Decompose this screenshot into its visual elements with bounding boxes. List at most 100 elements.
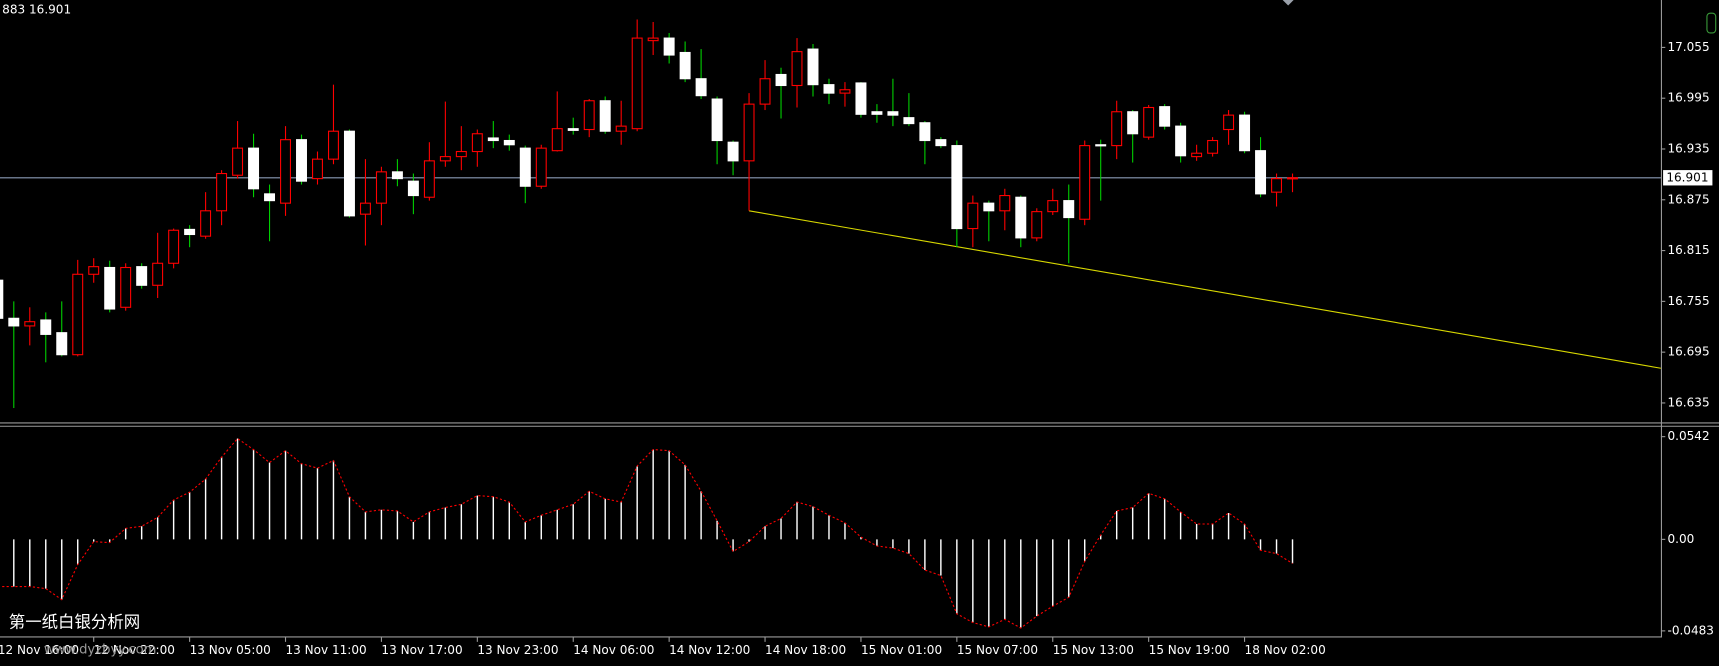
candle-body xyxy=(503,139,515,146)
x-tick-label: 13 Nov 17:00 xyxy=(381,643,462,657)
candle-body xyxy=(599,100,611,132)
candle-body xyxy=(1223,114,1235,131)
histogram-line xyxy=(0,437,1293,629)
x-tick-label: 15 Nov 01:00 xyxy=(861,643,942,657)
candle-body xyxy=(216,172,228,212)
candle-body xyxy=(791,51,803,87)
candle-body xyxy=(375,171,387,204)
watermark-title: 第一纸白银分析网 xyxy=(9,613,140,632)
candle-body xyxy=(679,51,691,80)
candle-body xyxy=(407,180,419,197)
candle-body xyxy=(1127,111,1139,135)
x-tick-label: 15 Nov 13:00 xyxy=(1053,643,1134,657)
price-box xyxy=(1663,170,1713,186)
candle-body xyxy=(871,111,883,115)
x-tick-label: 13 Nov 11:00 xyxy=(286,643,367,657)
candle-body xyxy=(0,279,4,319)
x-tick-label: 15 Nov 19:00 xyxy=(1149,643,1230,657)
candle-body xyxy=(935,139,947,147)
trendline xyxy=(748,210,1661,369)
y-tick-label: 16.935 xyxy=(1667,141,1709,155)
candle-body xyxy=(327,130,339,160)
candle-body xyxy=(40,319,52,335)
candle-body xyxy=(1207,139,1219,154)
candle-body xyxy=(264,193,276,202)
candle-body xyxy=(983,202,995,212)
candle-body xyxy=(423,160,435,198)
candle-body xyxy=(1079,145,1091,220)
scroll-marker xyxy=(1282,0,1294,6)
candle-body xyxy=(359,202,371,215)
candle-body xyxy=(967,202,979,230)
candle-body xyxy=(583,100,595,131)
candle-body xyxy=(88,266,100,275)
candle-body xyxy=(519,147,531,187)
x-tick-label: 13 Nov 05:00 xyxy=(190,643,271,657)
x-tick-label: 12 Nov 22:00 xyxy=(94,643,175,657)
candle-body xyxy=(312,158,323,180)
y-tick-label: 0.0542 xyxy=(1667,429,1709,443)
candle-body xyxy=(1175,125,1187,157)
candle-body xyxy=(743,103,755,162)
candle-body xyxy=(663,37,675,56)
candle-body xyxy=(280,139,292,204)
y-tick-label: 16.755 xyxy=(1667,294,1709,308)
candle-body xyxy=(1271,178,1283,193)
x-tick-label: 14 Nov 18:00 xyxy=(765,643,846,657)
candle-body xyxy=(839,89,851,94)
y-tick-label: 16.815 xyxy=(1667,243,1709,257)
x-tick-label: 12 Nov 16:00 xyxy=(0,643,79,657)
candle-body xyxy=(1047,200,1059,213)
candle-body xyxy=(184,228,196,236)
candle-body xyxy=(631,37,643,130)
candle-body xyxy=(1111,111,1123,147)
candle-body xyxy=(1015,196,1027,239)
corner-icon xyxy=(1706,12,1717,34)
candle-body xyxy=(823,84,835,94)
candle-body xyxy=(1143,106,1155,138)
candle-body xyxy=(1191,152,1203,158)
x-tick-label: 14 Nov 06:00 xyxy=(573,643,654,657)
y-tick-label: -0.0483 xyxy=(1667,623,1713,637)
candle-body xyxy=(296,139,307,182)
candle-body xyxy=(759,78,771,105)
candle-body xyxy=(343,130,355,217)
candle-body xyxy=(615,125,627,132)
candle-body xyxy=(551,128,563,152)
candle-body xyxy=(136,266,148,286)
symbol-header: 883 16.901 xyxy=(2,2,71,16)
candle-body xyxy=(1095,144,1107,147)
candle-body xyxy=(775,73,787,87)
x-tick-label: 15 Nov 07:00 xyxy=(957,643,1038,657)
candle-body xyxy=(200,210,212,237)
candle-body xyxy=(248,147,260,190)
candle-body xyxy=(711,98,723,142)
candle-body xyxy=(1255,150,1267,195)
candle-body xyxy=(1159,106,1171,127)
candle-body xyxy=(855,82,867,115)
watermark-url: www.dyzbyy.com xyxy=(44,643,157,658)
y-tick-label: 0.00 xyxy=(1667,532,1694,546)
x-tick-label: 13 Nov 23:00 xyxy=(477,643,558,657)
candle-body xyxy=(487,137,499,142)
candle-body xyxy=(727,141,739,162)
price-box-label: 16.901 xyxy=(1666,170,1708,184)
candle-body xyxy=(535,147,547,187)
candle-body xyxy=(1287,177,1298,180)
candle-body xyxy=(887,111,899,116)
candle-body xyxy=(999,195,1011,212)
x-tick-label: 18 Nov 02:00 xyxy=(1245,643,1326,657)
y-tick-label: 17.055 xyxy=(1667,40,1709,54)
x-tick-label: 14 Nov 12:00 xyxy=(669,643,750,657)
candle-body xyxy=(56,332,68,356)
y-tick-label: 16.635 xyxy=(1667,395,1709,409)
candle-body xyxy=(152,262,164,286)
y-tick-label: 16.995 xyxy=(1667,91,1709,105)
candle-body xyxy=(807,48,819,86)
candle-body xyxy=(1031,211,1043,239)
y-tick-label: 16.695 xyxy=(1667,345,1709,359)
candle-body xyxy=(391,171,403,180)
candle-body xyxy=(471,133,483,153)
